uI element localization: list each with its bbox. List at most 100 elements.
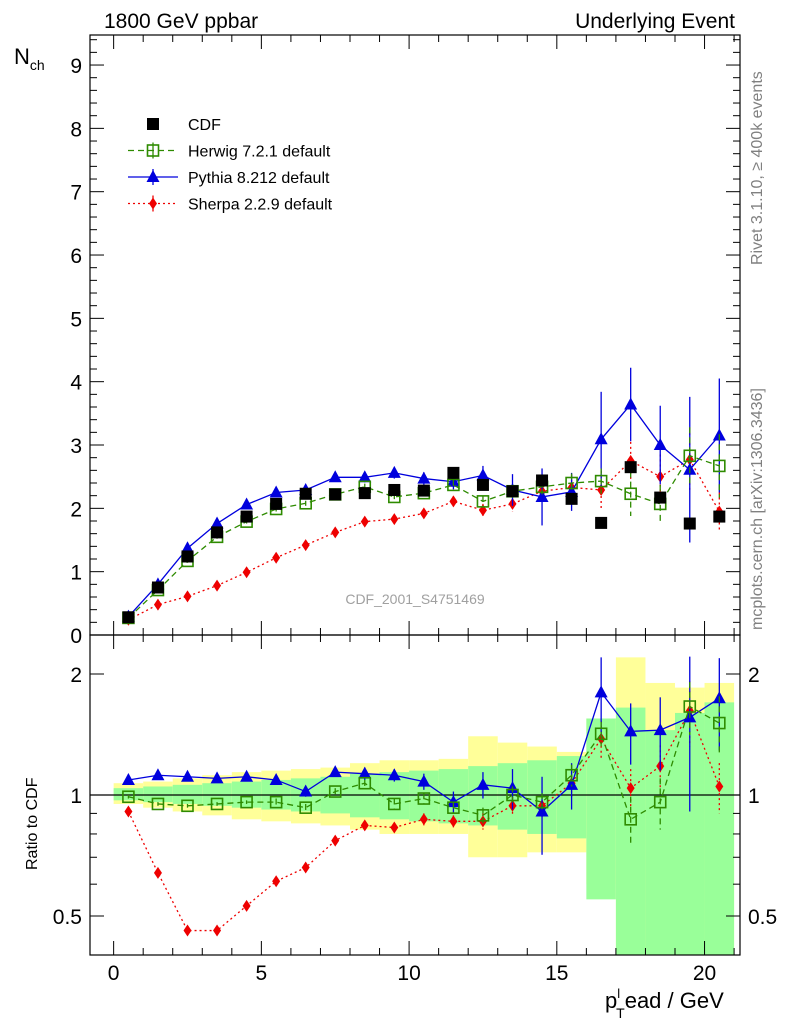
sherpa-point bbox=[213, 579, 222, 592]
sherpa-point bbox=[124, 805, 133, 818]
sherpa-point bbox=[301, 861, 310, 874]
cdf-point bbox=[388, 483, 401, 496]
cdf-point bbox=[181, 550, 194, 563]
pythia-point bbox=[240, 497, 254, 510]
herwig-point bbox=[358, 776, 372, 790]
y-tick-label: 4 bbox=[70, 372, 82, 395]
y-tick-label: 7 bbox=[70, 182, 82, 205]
pythia-point bbox=[624, 397, 638, 410]
herwig-point bbox=[476, 809, 490, 822]
ratio-y-tick-label: 0.5 bbox=[53, 906, 82, 929]
sherpa-point bbox=[626, 782, 635, 795]
herwig-point bbox=[122, 790, 135, 804]
y-tick-label: 2 bbox=[70, 498, 82, 521]
herwig-point bbox=[653, 795, 667, 809]
sherpa-point bbox=[419, 507, 428, 520]
pythia-point bbox=[594, 685, 608, 698]
cdf-point bbox=[358, 487, 371, 500]
band-inner bbox=[113, 788, 144, 801]
herwig-point bbox=[328, 785, 342, 798]
sherpa-point bbox=[213, 924, 222, 937]
pythia-point bbox=[210, 516, 224, 529]
pythia-point bbox=[417, 471, 431, 484]
pythia-point bbox=[417, 774, 431, 787]
herwig-point bbox=[565, 768, 578, 782]
sherpa-point bbox=[183, 590, 192, 603]
cdf-point bbox=[565, 492, 578, 505]
herwig-point bbox=[476, 495, 490, 508]
ratio-y-tick-label: 1 bbox=[70, 785, 82, 808]
cdf-point bbox=[476, 478, 489, 491]
herwig-point bbox=[151, 797, 165, 811]
sherpa-point bbox=[360, 819, 369, 832]
pythia-point bbox=[269, 772, 283, 785]
legend: CDF Herwig 7.2.1 default Pythia 8.212 defa… bbox=[128, 117, 333, 214]
sherpa-point bbox=[390, 821, 399, 834]
legend-marker bbox=[147, 118, 159, 130]
cdf-point bbox=[417, 484, 430, 497]
cdf-point bbox=[211, 526, 224, 539]
sherpa-point bbox=[715, 780, 724, 793]
sherpa-point bbox=[360, 515, 369, 528]
herwig-point bbox=[594, 474, 608, 488]
sherpa-point bbox=[449, 495, 458, 508]
cdf-point bbox=[683, 517, 696, 530]
analysis-watermark: CDF_2001_S4751469 bbox=[345, 591, 485, 607]
cdf-point bbox=[536, 474, 549, 487]
pythia-point bbox=[151, 768, 165, 781]
herwig-point bbox=[210, 797, 224, 811]
sherpa-point bbox=[242, 566, 251, 579]
sherpa-point bbox=[153, 866, 162, 879]
herwig-point bbox=[181, 799, 194, 813]
pythia-point bbox=[181, 541, 194, 554]
pythia-point bbox=[653, 723, 667, 736]
pythia-point bbox=[181, 769, 194, 782]
pythia-point bbox=[594, 432, 608, 445]
ratio-y-tick-label-right: 0.5 bbox=[748, 906, 777, 929]
pythia-point bbox=[358, 766, 372, 779]
sherpa-point bbox=[449, 815, 458, 828]
herwig-point bbox=[447, 801, 460, 814]
legend-label: Pythia 8.212 default bbox=[188, 170, 330, 187]
herwig-point bbox=[269, 795, 283, 809]
y-tick-label: 6 bbox=[70, 245, 82, 268]
x-tick-label: 15 bbox=[545, 962, 568, 985]
herwig-point bbox=[535, 795, 549, 809]
main-y-label: Nch bbox=[14, 44, 45, 73]
pythia-point bbox=[299, 784, 313, 797]
cdf-point bbox=[299, 487, 312, 500]
x-tick-label: 0 bbox=[108, 962, 120, 985]
band-inner bbox=[143, 786, 173, 803]
herwig-point bbox=[624, 813, 637, 826]
sherpa-point bbox=[331, 526, 340, 539]
herwig-point bbox=[624, 487, 637, 501]
y-tick-label: 3 bbox=[70, 435, 82, 458]
x-tick-label: 20 bbox=[693, 962, 716, 985]
herwig-line bbox=[127, 454, 720, 619]
cdf-point bbox=[654, 491, 667, 504]
herwig-point bbox=[417, 792, 431, 805]
y-tick-label: 1 bbox=[70, 562, 82, 585]
sherpa-point bbox=[331, 834, 340, 847]
cdf-point bbox=[595, 516, 608, 529]
ratio-y-tick-label-right: 2 bbox=[748, 664, 760, 687]
sherpa-point bbox=[272, 551, 281, 564]
x-tick-label: 10 bbox=[397, 962, 420, 985]
sherpa-point bbox=[301, 539, 310, 552]
cdf-point bbox=[713, 510, 726, 523]
y-tick-label: 5 bbox=[70, 308, 82, 331]
legend-marker bbox=[146, 170, 160, 182]
herwig-point bbox=[447, 478, 460, 492]
ratio-panel: 0 5 10 15 20 0.5 0.5 1 1 2 2 bbox=[53, 634, 777, 985]
y-tick-label: 9 bbox=[70, 55, 82, 78]
herwig-point bbox=[594, 727, 608, 741]
herwig-point bbox=[565, 476, 578, 490]
legend-marker bbox=[146, 144, 160, 157]
y-tick-label: 8 bbox=[70, 118, 82, 141]
pythia-point bbox=[269, 485, 283, 498]
pythia-point bbox=[476, 777, 490, 790]
y-tick-label: 0 bbox=[70, 625, 82, 648]
cdf-point bbox=[122, 611, 135, 624]
cdf-point bbox=[240, 510, 253, 523]
